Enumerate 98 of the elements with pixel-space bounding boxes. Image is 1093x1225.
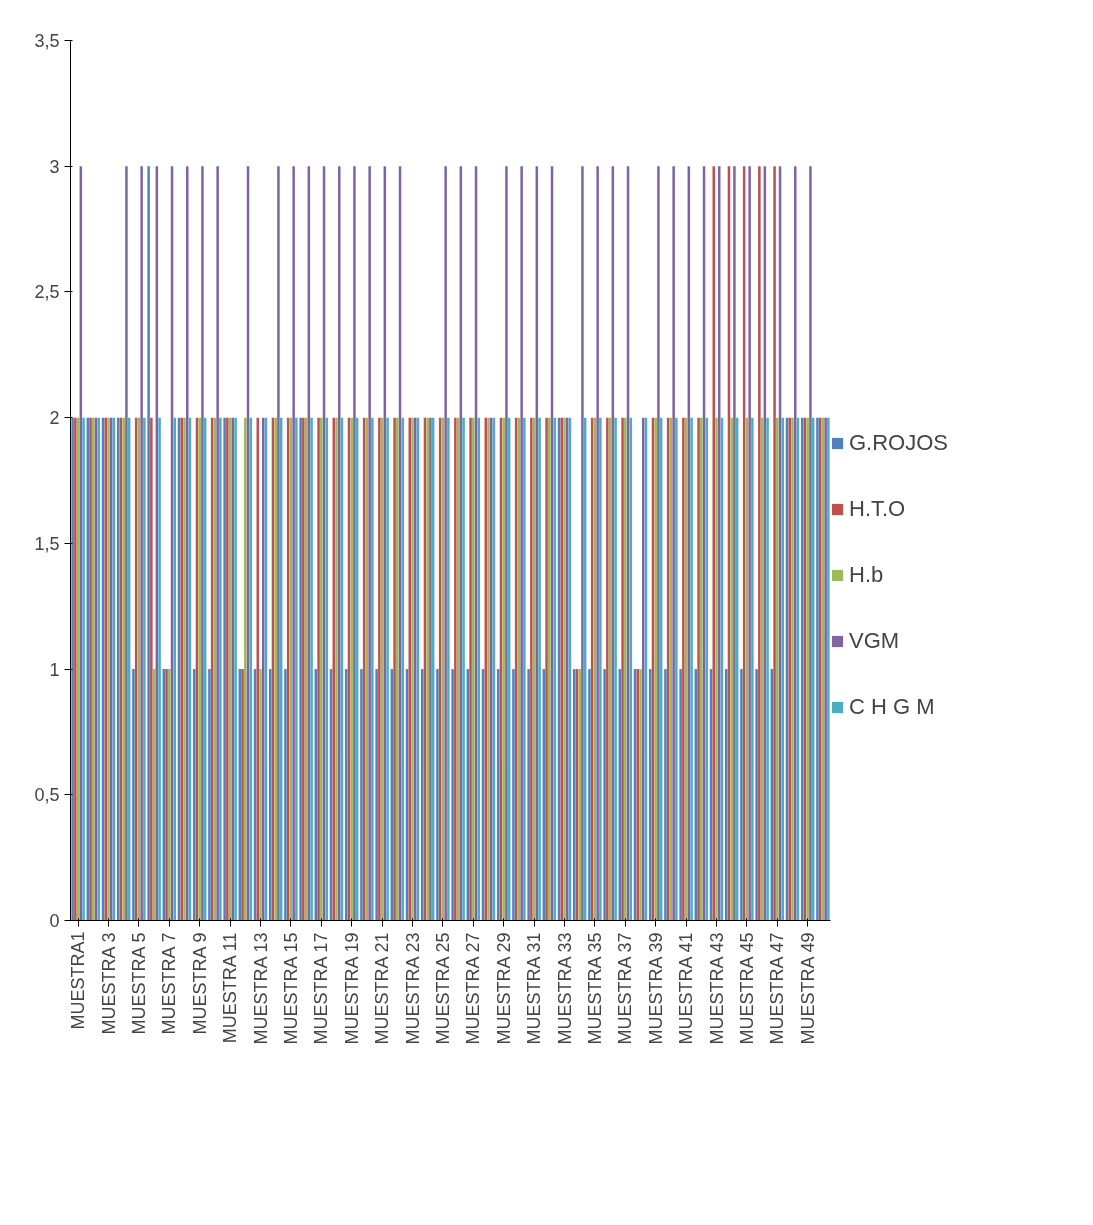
x-tick-label: MUESTRA 9 (189, 932, 210, 1035)
bar (295, 417, 298, 921)
x-tick-label: MUESTRA 37 (615, 932, 636, 1045)
bar (368, 166, 371, 921)
bar (527, 669, 530, 921)
bar (386, 417, 389, 921)
bar (733, 166, 736, 921)
bar (766, 417, 769, 921)
x-tick-label: MUESTRA 43 (706, 932, 727, 1045)
bar (715, 417, 718, 921)
bar (132, 669, 135, 921)
bar (371, 417, 374, 921)
bar (451, 669, 454, 921)
bar (447, 417, 450, 921)
y-tick-label: 2,5 (34, 282, 60, 303)
bar (259, 669, 262, 921)
x-tick-label: MUESTRA 29 (493, 932, 514, 1045)
bar (216, 166, 219, 921)
bar (244, 417, 247, 921)
bar (776, 417, 779, 921)
x-tick-label: MUESTRA 23 (402, 932, 423, 1045)
x-tick-label: MUESTRA 45 (736, 932, 757, 1045)
x-tick-label: MUESTRA 19 (341, 932, 362, 1045)
bar (462, 417, 465, 921)
bar (277, 166, 280, 921)
x-tick-label: MUESTRA 3 (98, 932, 119, 1035)
bar (375, 669, 378, 921)
x-tick-label: MUESTRA 25 (432, 932, 453, 1045)
bar (436, 669, 439, 921)
bar (675, 417, 678, 921)
bar (773, 166, 776, 921)
x-tick-label: MUESTRA 27 (463, 932, 484, 1045)
bar (751, 417, 754, 921)
bar (284, 669, 287, 921)
bar (147, 166, 150, 921)
x-tick-label: MUESTRA 41 (676, 932, 697, 1045)
legend-label: H.b (849, 562, 884, 588)
bar (755, 669, 758, 921)
y-tick-label: 0,5 (34, 785, 60, 806)
bar (512, 669, 515, 921)
bar (520, 166, 523, 921)
bar (505, 166, 508, 921)
x-tick-label: MUESTRA 7 (159, 932, 180, 1035)
y-tick-label: 1,5 (34, 533, 60, 554)
bar (809, 166, 812, 921)
bar (219, 417, 222, 921)
x-tick-label: MUESTRA 47 (767, 932, 788, 1045)
x-tick-label: MUESTRA 13 (250, 932, 271, 1045)
bar (657, 166, 660, 921)
bar (758, 166, 761, 921)
bar (672, 166, 675, 921)
bar (150, 417, 153, 921)
bar (143, 417, 146, 921)
bar (444, 166, 447, 921)
x-tick-label: MUESTRA1 (68, 931, 89, 1030)
bar (588, 669, 591, 921)
legend-label: G.ROJOS (849, 430, 949, 456)
bar (538, 417, 541, 921)
bar (201, 166, 204, 921)
bar (748, 166, 751, 921)
x-tick-label: MUESTRA 39 (645, 932, 666, 1045)
x-tick-label: MUESTRA 49 (797, 932, 818, 1045)
bar (82, 417, 85, 921)
bar (664, 669, 667, 921)
bar (740, 669, 743, 921)
bar (679, 669, 682, 921)
x-tick-label: MUESTRA 31 (524, 932, 545, 1045)
x-tick-label: MUESTRA 17 (311, 932, 332, 1045)
bar (690, 417, 693, 921)
bar (523, 417, 526, 921)
legend-label: C H G M (849, 694, 935, 720)
legend-label: VGM (849, 628, 900, 654)
y-tick-label: 0 (49, 911, 60, 931)
bar (310, 417, 313, 921)
bar (208, 669, 211, 921)
y-tick-label: 3,5 (34, 31, 60, 51)
bar (292, 166, 295, 921)
bar (614, 417, 617, 921)
x-tick-label: MUESTRA 35 (584, 932, 605, 1045)
bar (353, 166, 356, 921)
bar (599, 417, 602, 921)
x-tick-label: MUESTRA 5 (128, 932, 149, 1035)
bar (581, 166, 584, 921)
legend-label: H.T.O (849, 496, 906, 522)
x-tick-label: MUESTRA 11 (220, 932, 241, 1044)
x-tick-label: MUESTRA 21 (372, 932, 393, 1045)
bar (360, 669, 363, 921)
bar (140, 166, 143, 921)
bar (596, 166, 599, 921)
bar (158, 417, 161, 921)
x-tick-label: MUESTRA 33 (554, 932, 575, 1045)
bar (603, 669, 606, 921)
bar (125, 166, 128, 921)
y-tick-label: 2 (49, 408, 60, 429)
x-tick-label: MUESTRA 15 (280, 932, 301, 1045)
y-tick-label: 1 (49, 659, 60, 680)
bar (730, 417, 733, 921)
y-tick-label: 3 (49, 156, 60, 177)
